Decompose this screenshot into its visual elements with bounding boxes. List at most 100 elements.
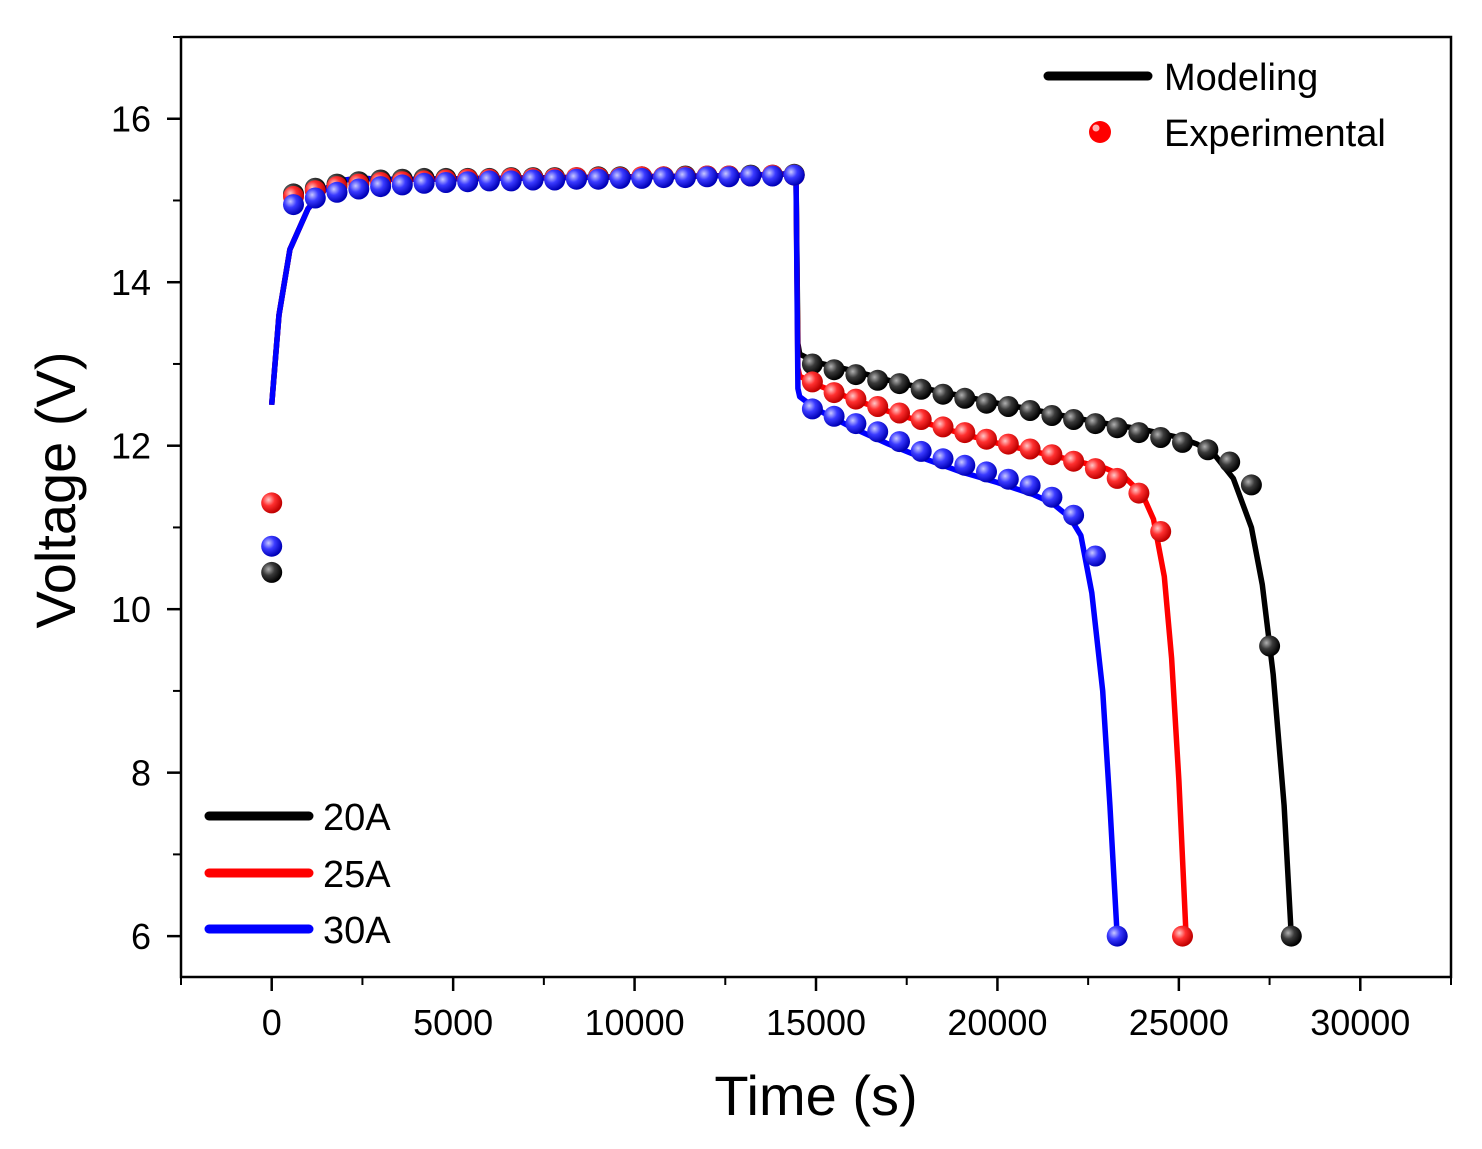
data-point-25a: [261, 492, 283, 514]
style-legend: Modeling Experimental: [1043, 57, 1386, 155]
data-point-20a: [932, 383, 954, 405]
data-point-25a: [801, 371, 823, 393]
data-point-25a: [1084, 458, 1106, 480]
modeling-line-25a: [268, 170, 1189, 937]
data-point-30a: [587, 168, 609, 190]
data-point-25a: [997, 433, 1019, 455]
data-point-20a: [997, 396, 1019, 417]
data-point-30a: [457, 171, 479, 193]
data-point-30a: [1106, 925, 1128, 947]
data-point-25a: [889, 402, 910, 424]
modeling-line-30a: [268, 170, 1120, 937]
data-point-20a: [889, 373, 910, 395]
data-point-20a: [1219, 451, 1241, 473]
data-point-30a: [718, 166, 740, 188]
axis-ticks: 0 5000 10000 15000 20000 25000 30000 6 8 10 12 14 16: [111, 36, 1452, 1043]
data-point-25a: [1128, 482, 1150, 504]
data-point-20a: [1197, 439, 1219, 461]
x-axis-title: Time (s): [714, 1064, 917, 1127]
x-tick-label: 15000: [766, 1002, 866, 1043]
y-tick-label: 8: [131, 753, 151, 794]
data-point-30a: [609, 167, 631, 189]
data-point-25a: [867, 396, 889, 417]
x-tick-label: 10000: [585, 1002, 685, 1043]
legend-25a-label: 25A: [323, 854, 391, 896]
y-axis-title: Voltage (V): [24, 351, 87, 628]
legend-modeling-label: Modeling: [1164, 57, 1318, 99]
legend-experimental-label: Experimental: [1164, 113, 1386, 155]
data-point-30a: [653, 167, 675, 189]
data-point-30a: [976, 461, 997, 483]
data-point-30a: [1019, 475, 1041, 497]
data-point-25a: [1172, 925, 1193, 947]
data-point-25a: [1150, 521, 1172, 542]
data-point-30a: [435, 172, 457, 193]
x-tick-label: 0: [262, 1002, 282, 1043]
y-tick-label: 6: [131, 916, 151, 957]
data-point-30a: [823, 405, 845, 427]
data-point-20a: [1041, 405, 1063, 426]
data-point-30a: [674, 167, 696, 189]
y-tick-label: 12: [111, 426, 151, 467]
data-point-25a: [1041, 444, 1063, 466]
data-point-30a: [566, 168, 587, 190]
modeling-lines: [268, 170, 1295, 937]
data-point-20a: [976, 392, 997, 414]
data-point-20a: [1128, 422, 1150, 444]
data-point-30a: [889, 431, 910, 453]
data-point-30a: [1041, 486, 1063, 508]
data-point-20a: [1063, 409, 1085, 430]
data-point-20a: [1240, 474, 1262, 496]
data-point-20a: [1259, 635, 1281, 657]
data-point-30a: [304, 187, 326, 209]
legend-30a-label: 30A: [323, 910, 391, 952]
x-tick-label: 30000: [1310, 1002, 1410, 1043]
data-point-20a: [1019, 400, 1041, 421]
data-point-30a: [326, 181, 348, 203]
data-point-30a: [500, 170, 522, 192]
data-point-30a: [910, 440, 932, 462]
data-point-25a: [910, 409, 932, 430]
data-point-25a: [954, 422, 976, 444]
data-point-30a: [261, 535, 283, 557]
y-tick-label: 14: [111, 262, 151, 303]
data-point-30a: [845, 413, 867, 435]
data-point-30a: [478, 170, 500, 192]
series-legend: 20A 25A 30A: [204, 797, 391, 952]
data-point-30a: [1084, 545, 1106, 567]
data-point-25a: [1019, 438, 1041, 460]
x-tick-label: 25000: [1129, 1002, 1229, 1043]
data-point-20a: [1106, 417, 1128, 439]
data-point-30a: [391, 174, 413, 196]
data-point-30a: [696, 166, 718, 188]
data-point-20a: [954, 387, 976, 409]
data-point-30a: [413, 172, 435, 194]
data-point-30a: [348, 178, 370, 200]
data-point-30a: [801, 398, 823, 420]
data-point-20a: [1280, 925, 1302, 947]
data-point-30a: [954, 454, 976, 476]
data-point-30a: [762, 165, 783, 187]
data-point-20a: [910, 378, 932, 400]
modeling-line-20a: [268, 170, 1295, 937]
data-point-30a: [997, 468, 1019, 490]
data-point-30a: [740, 165, 762, 187]
experimental-points: [261, 163, 1302, 947]
data-point-25a: [1106, 467, 1128, 489]
data-point-30a: [932, 448, 954, 470]
x-tick-label: 5000: [413, 1002, 493, 1043]
data-point-20a: [261, 561, 283, 583]
legend-experimental-marker: [1089, 121, 1111, 143]
data-point-20a: [801, 353, 823, 375]
x-tick-label: 20000: [947, 1002, 1047, 1043]
data-point-20a: [1084, 413, 1106, 435]
legend-20a-label: 20A: [323, 797, 391, 839]
data-point-30a: [283, 194, 304, 216]
data-point-30a: [1063, 504, 1085, 526]
data-point-30a: [522, 169, 544, 191]
y-tick-label: 16: [111, 99, 151, 140]
data-point-25a: [932, 416, 954, 438]
y-tick-label: 10: [111, 589, 151, 630]
legend-experimental-highlight: [1092, 124, 1100, 132]
